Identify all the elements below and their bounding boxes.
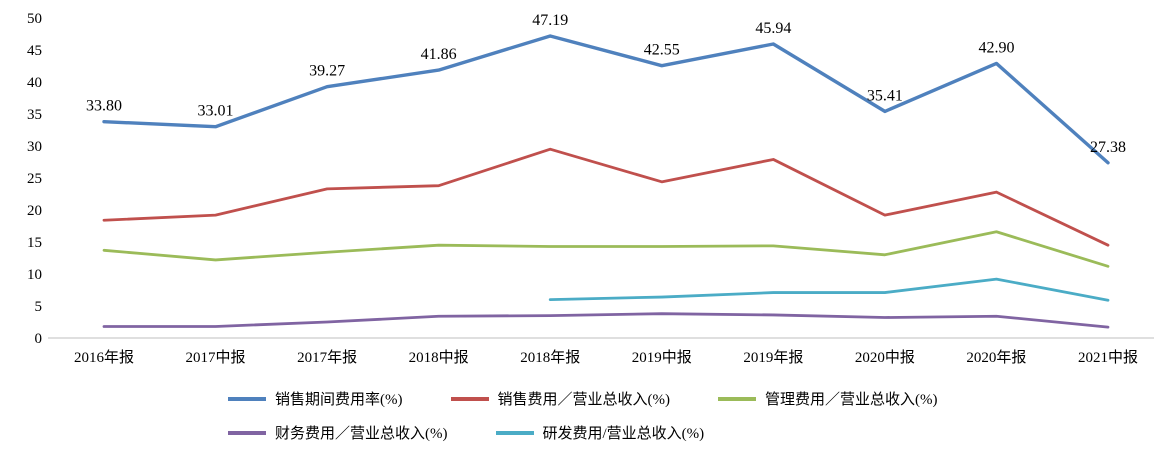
data-label: 33.01 <box>198 103 234 120</box>
y-axis-tick-label: 45 <box>27 43 42 59</box>
chart-legend: 销售期间费用率(%) 销售费用／营业总收入(%) 管理费用／营业总收入(%) 财务费用… <box>228 388 1176 443</box>
legend-row: 财务费用／营业总收入(%) 研发费用/营业总收入(%) <box>228 422 1176 443</box>
legend-label: 研发费用/营业总收入(%) <box>542 426 705 442</box>
chart-line-series-4 <box>548 277 1110 302</box>
y-axis-tick-label: 35 <box>27 107 42 123</box>
data-label: 45.94 <box>755 20 791 37</box>
x-axis-label: 2018年报 <box>520 349 580 366</box>
legend-label: 财务费用／营业总收入(%) <box>275 426 448 442</box>
y-axis-tick-label: 40 <box>27 75 42 91</box>
x-axis-label: 2020中报 <box>855 349 915 366</box>
x-axis-label: 2017年报 <box>297 349 357 366</box>
chart-line-series-2 <box>102 230 1110 268</box>
y-axis-tick-label: 0 <box>35 331 43 347</box>
legend-line-swatch <box>228 396 266 401</box>
legend-line-swatch <box>495 430 534 435</box>
legend-line-swatch <box>228 430 266 435</box>
x-axis-label: 2021中报 <box>1078 349 1138 366</box>
x-axis-label: 2019中报 <box>632 349 692 366</box>
data-label: 39.27 <box>309 63 345 80</box>
y-axis-tick-label: 50 <box>27 11 42 27</box>
legend-label: 销售期间费用率(%) <box>275 392 403 408</box>
y-axis-tick-label: 30 <box>27 139 42 155</box>
legend-line-swatch <box>718 396 756 401</box>
x-axis-label: 2016年报 <box>74 349 134 366</box>
legend-row: 销售期间费用率(%) 销售费用／营业总收入(%) 管理费用／营业总收入(%) <box>228 388 1176 409</box>
chart-line-series-3 <box>102 312 1110 329</box>
legend-item-series-4: 研发费用/营业总收入(%) <box>495 422 705 443</box>
data-label: 42.90 <box>978 39 1014 56</box>
x-axis-label: 2018中报 <box>409 349 469 366</box>
chart-line-series-0 <box>102 34 1110 165</box>
legend-item-series-2: 管理费用／营业总收入(%) <box>718 388 938 409</box>
legend-label: 销售费用／营业总收入(%) <box>497 392 671 408</box>
data-label: 41.86 <box>421 46 457 63</box>
legend-label: 管理费用／营业总收入(%) <box>765 392 938 408</box>
y-axis-tick-label: 20 <box>27 203 42 219</box>
data-label: 47.19 <box>532 12 568 29</box>
y-axis-tick-label: 25 <box>27 171 42 187</box>
x-axis-label: 2020年报 <box>966 349 1026 366</box>
y-axis-tick-label: 5 <box>35 299 43 315</box>
data-label: 42.55 <box>644 42 680 59</box>
chart-canvas: 0 5 10 15 20 25 30 35 40 45 50 2016年报 2017中报 2017年报 20… <box>27 11 1154 366</box>
x-axis-label: 2017中报 <box>186 349 246 366</box>
chart-line-series-1 <box>102 147 1110 247</box>
x-axis-label: 2019年报 <box>743 349 803 366</box>
data-label: 27.38 <box>1090 139 1126 156</box>
y-axis-tick-label: 10 <box>27 267 42 283</box>
legend-item-series-1: 销售费用／营业总收入(%) <box>450 388 671 409</box>
data-label: 33.80 <box>86 98 122 115</box>
y-axis-tick-label: 15 <box>27 235 42 251</box>
data-label: 35.41 <box>867 87 903 104</box>
legend-item-series-3: 财务费用／营业总收入(%) <box>228 422 448 443</box>
legend-item-series-0: 销售期间费用率(%) <box>228 388 403 409</box>
legend-line-swatch <box>450 396 489 401</box>
